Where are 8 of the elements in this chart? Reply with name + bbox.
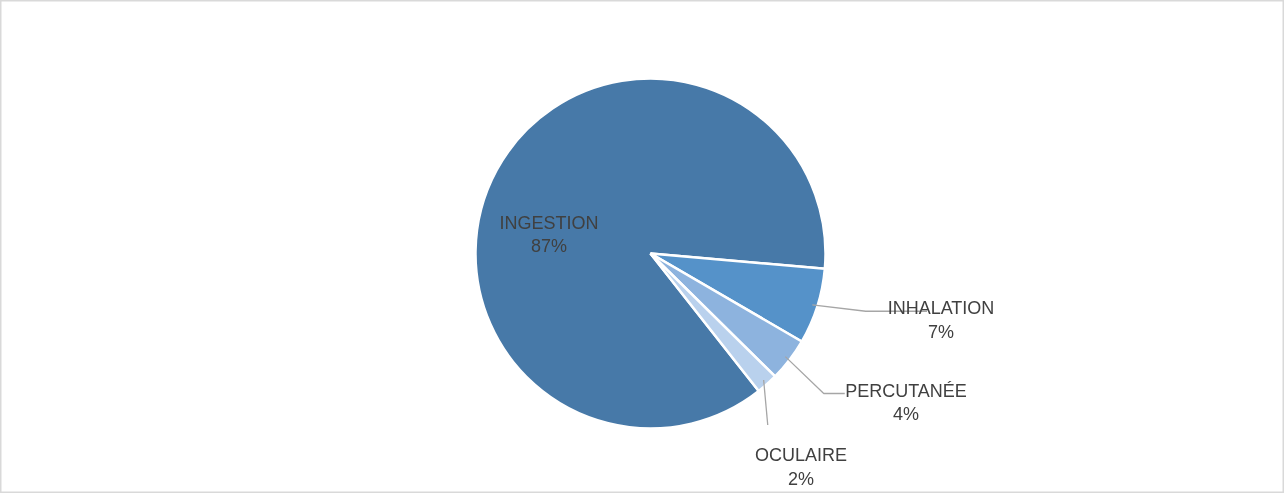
slice-label: PERCUTANÉE: [845, 380, 967, 401]
slice-label: INGESTION: [499, 212, 599, 233]
data-label: 7%: [927, 321, 955, 342]
data-label: 87%: [530, 236, 568, 256]
data-label: 2%: [787, 468, 815, 489]
slice-label: OCULAIRE: [754, 445, 848, 466]
slice-label: INHALATION: [887, 298, 995, 319]
data-label: 4%: [892, 404, 920, 424]
